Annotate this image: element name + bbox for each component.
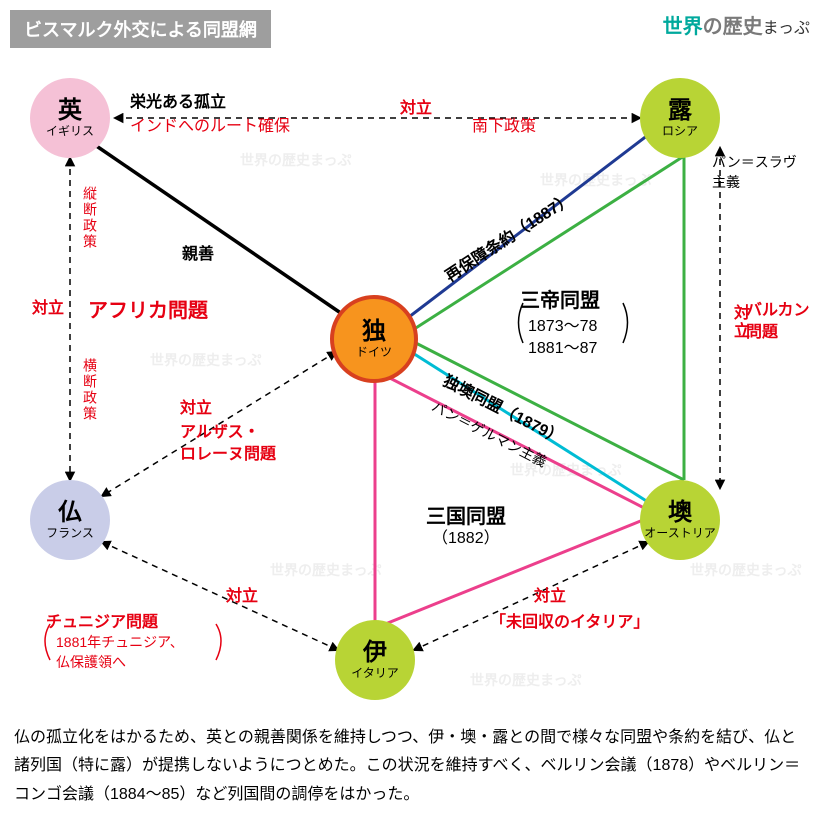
country-kana: イギリス xyxy=(46,125,94,138)
country-node-ru: 露ロシア xyxy=(640,78,720,158)
country-node-uk: 英イギリス xyxy=(30,78,110,158)
brand-part1: 世界 xyxy=(663,16,703,38)
brand-logo: 世界の歴史まっぷ xyxy=(663,10,810,39)
label-r_south: 南下政策 xyxy=(472,112,536,136)
label-panslav2: 主義 xyxy=(712,172,740,192)
country-kana: イタリア xyxy=(351,667,399,680)
label-uk_vert: 縦断政策 xyxy=(80,186,100,250)
country-node-at: 墺オーストリア xyxy=(640,480,720,560)
country-node-fr: 仏フランス xyxy=(30,480,110,560)
country-kanji: 露 xyxy=(668,98,692,124)
country-kana: ドイツ xyxy=(356,346,392,359)
country-node-it: 伊イタリア xyxy=(335,620,415,700)
label-tunisia: チュニジア問題 xyxy=(46,608,158,632)
brand-part2: の歴史 xyxy=(703,16,763,38)
label-unredeemed: 「未回収のイタリア」 xyxy=(490,608,649,632)
label-shinzen: 親善 xyxy=(182,240,214,264)
alliance-edge xyxy=(95,145,348,318)
label-africa: アフリカ問題 xyxy=(88,294,208,323)
country-kanji: 仏 xyxy=(58,500,82,526)
label-tunisia3: 仏保護領へ xyxy=(56,652,126,672)
country-kana: フランス xyxy=(46,527,94,540)
label-fr_it_tairitsu: 対立 xyxy=(226,582,258,606)
conflict-edge xyxy=(414,542,648,650)
label-uk_isolation: 栄光ある孤立 xyxy=(130,88,226,112)
label-fr_vert: 横断政策 xyxy=(80,358,100,422)
label-threeemp_y2: 1881〜87 xyxy=(528,334,597,358)
label-balkan: バルカン xyxy=(746,296,810,320)
label-triple_y: （1882） xyxy=(432,524,500,548)
label-it_at_tairitsu: 対立 xyxy=(534,582,566,606)
label-uk_fr_tairitsu: 対立 xyxy=(32,294,64,318)
label-balkan2: 問題 xyxy=(746,318,778,342)
country-kanji: 伊 xyxy=(363,640,387,666)
country-kanji: 英 xyxy=(58,98,82,124)
footer-text: 仏の孤立化をはかるため、英との親善関係を維持しつつ、伊・墺・露との間で様々な同盟… xyxy=(14,729,800,804)
country-kana: ロシア xyxy=(662,125,698,138)
country-kanji: 独 xyxy=(362,319,386,345)
label-tunisia2: 1881年チュニジア、 xyxy=(56,632,184,652)
label-uk_india: インドへのルート確保 xyxy=(130,112,290,136)
label-threeemp: 三帝同盟 xyxy=(520,284,600,313)
footer-caption: 仏の孤立化をはかるため、英との親善関係を維持しつつ、伊・墺・露との間で様々な同盟… xyxy=(14,724,810,810)
label-alsace2: ロレーヌ問題 xyxy=(180,440,276,464)
country-node-de: 独ドイツ xyxy=(330,295,418,383)
label-fr_de_tairitsu: 対立 xyxy=(180,394,212,418)
country-kana: オーストリア xyxy=(644,527,715,540)
label-panslav1: パン＝スラヴ xyxy=(712,152,797,172)
brand-part3: まっぷ xyxy=(763,20,810,37)
label-alsace1: アルザス・ xyxy=(180,418,260,442)
label-tairitsu_top: 対立 xyxy=(400,94,432,118)
label-threeemp_y1: 1873〜78 xyxy=(528,312,597,336)
country-kanji: 墺 xyxy=(668,500,692,526)
